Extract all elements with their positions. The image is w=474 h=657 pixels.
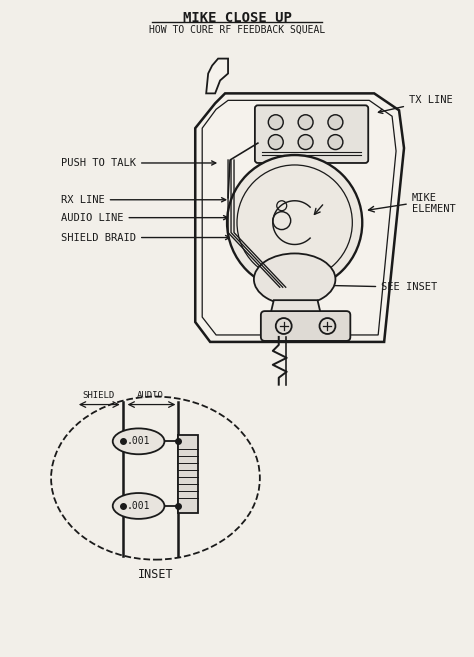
Circle shape [227, 155, 362, 290]
Text: PUSH TO TALK: PUSH TO TALK [61, 158, 216, 168]
Text: HERE
OR
HERE: HERE OR HERE [85, 459, 107, 489]
Text: MIKE: MIKE [412, 193, 437, 203]
Text: AUDIO: AUDIO [137, 390, 164, 399]
FancyBboxPatch shape [261, 311, 350, 341]
Text: SHIELD: SHIELD [82, 390, 115, 399]
Text: .001: .001 [127, 501, 150, 511]
Text: ELEMENT: ELEMENT [412, 204, 456, 214]
Text: TX LINE: TX LINE [378, 95, 453, 114]
Text: AUDIO LINE: AUDIO LINE [61, 213, 228, 223]
Ellipse shape [254, 254, 336, 305]
Text: INSET: INSET [137, 568, 173, 581]
Bar [178, 436, 198, 513]
Text: HOW TO CURE RF FEEDBACK SQUEAL: HOW TO CURE RF FEEDBACK SQUEAL [149, 25, 325, 35]
Ellipse shape [113, 428, 164, 454]
Text: MIKE CLOSE UP: MIKE CLOSE UP [182, 11, 292, 25]
Text: SEE INSET: SEE INSET [324, 283, 438, 292]
Polygon shape [195, 93, 404, 342]
Circle shape [298, 115, 313, 129]
Circle shape [328, 115, 343, 129]
Text: 4700: 4700 [202, 442, 224, 451]
Text: OHM: OHM [202, 452, 219, 461]
Text: ¼ W: ¼ W [202, 462, 219, 470]
Ellipse shape [51, 397, 260, 560]
Polygon shape [206, 58, 228, 93]
FancyBboxPatch shape [255, 105, 368, 163]
Polygon shape [270, 300, 321, 317]
Text: SHIELD BRAID: SHIELD BRAID [61, 233, 230, 242]
Text: .001: .001 [127, 436, 150, 446]
Text: RES: RES [202, 472, 219, 481]
Circle shape [268, 115, 283, 129]
Ellipse shape [113, 493, 164, 519]
Circle shape [328, 135, 343, 150]
Text: RX LINE: RX LINE [61, 194, 226, 205]
Circle shape [268, 135, 283, 150]
Circle shape [298, 135, 313, 150]
